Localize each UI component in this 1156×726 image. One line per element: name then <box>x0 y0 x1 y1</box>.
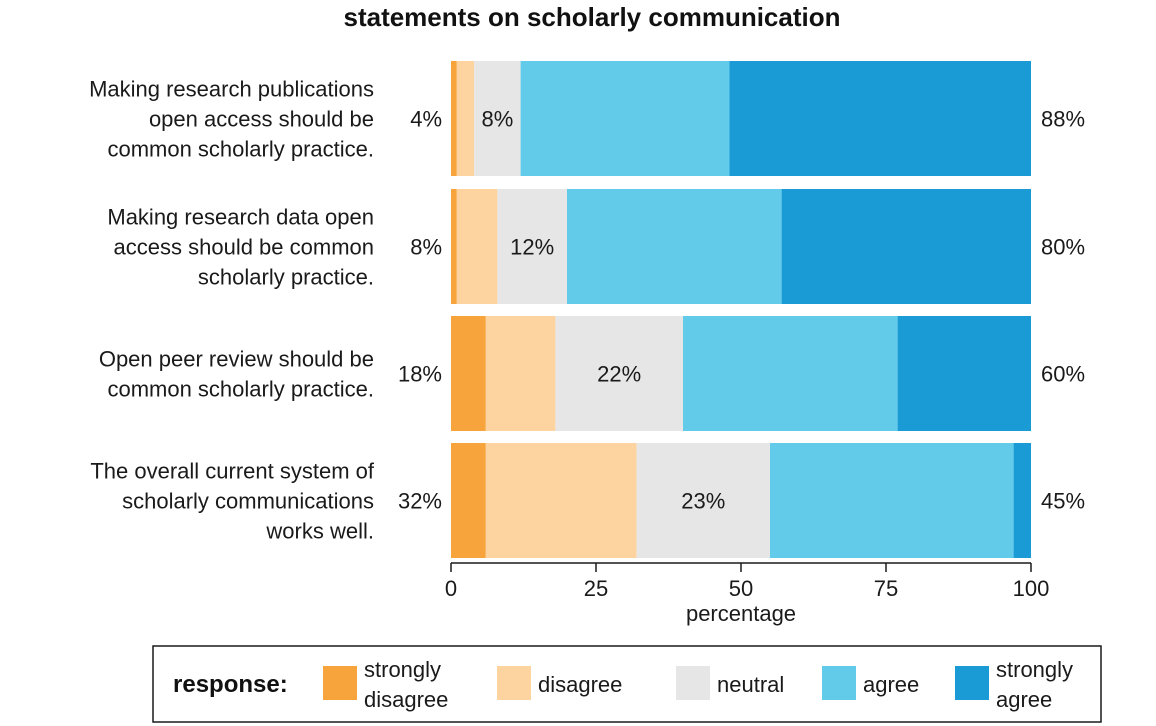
legend-frame <box>152 645 1102 723</box>
x-tick-label-25: 25 <box>584 576 608 601</box>
bar-segment-3-2 <box>485 316 556 431</box>
legend-label-3: neutral <box>717 672 784 697</box>
agree-total-label-3: 60% <box>1041 362 1085 387</box>
category-label-3-line-2: common scholarly practice. <box>107 377 374 402</box>
legend-title: response: <box>173 671 288 698</box>
category-label-2-line-1: Making research data open <box>107 205 374 230</box>
disagree-total-label-4: 32% <box>398 489 442 514</box>
legend-swatch-3 <box>676 666 710 700</box>
x-tick-label-50: 50 <box>729 576 753 601</box>
legend-label-2: disagree <box>538 672 622 697</box>
legend-label-4: agree <box>863 672 919 697</box>
bar-segment-2-2 <box>456 189 498 304</box>
neutral-label-2: 12% <box>510 235 554 260</box>
x-axis: 0 25 50 75 100 percentage <box>445 562 1049 626</box>
disagree-total-label-3: 18% <box>398 362 442 387</box>
bar-segment-4-2 <box>485 443 637 558</box>
legend-label-5: strongly agree <box>996 657 1073 712</box>
bar-segment-4-4 <box>770 443 1014 558</box>
bar-segment-3-1 <box>451 316 486 431</box>
disagree-total-label-2: 8% <box>410 235 442 260</box>
category-label-4-line-1: The overall current system of <box>90 459 375 484</box>
bar-segment-1-3 <box>474 61 521 176</box>
agree-total-label-4: 45% <box>1041 489 1085 514</box>
legend: response: strongly disagree disagree neutra… <box>152 645 1102 723</box>
legend-swatch-4 <box>822 666 856 700</box>
chart-title: statements on scholarly communication <box>343 2 840 32</box>
bar-segment-2-3 <box>497 189 567 304</box>
bar-segment-2-4 <box>567 189 782 304</box>
category-label-4-line-3: works well. <box>265 519 374 544</box>
category-label-3-line-1: Open peer review should be <box>99 347 374 372</box>
neutral-label-1: 8% <box>482 107 514 132</box>
legend-swatch-2 <box>497 666 531 700</box>
bar-segment-1-4 <box>520 61 730 176</box>
bar-segment-4-5 <box>1013 443 1031 558</box>
category-label-4-line-2: scholarly communications <box>122 489 374 514</box>
bar-segment-1-1 <box>451 61 457 176</box>
bar-segment-1-2 <box>456 61 475 176</box>
neutral-label-4: 23% <box>681 489 725 514</box>
bar-segment-4-3 <box>636 443 770 558</box>
bar-segment-3-4 <box>683 316 898 431</box>
category-label-1-line-1: Making research publications <box>89 77 374 102</box>
agree-total-label-1: 88% <box>1041 107 1085 132</box>
x-axis-label: percentage <box>686 601 796 626</box>
bars-group <box>451 61 1031 558</box>
legend-items: strongly disagree disagree neutral agree stro… <box>323 657 1073 712</box>
x-tick-label-0: 0 <box>445 576 457 601</box>
bar-segment-2-5 <box>781 189 1031 304</box>
bar-segment-1-5 <box>729 61 1031 176</box>
bar-segment-4-1 <box>451 443 486 558</box>
legend-swatch-5 <box>955 666 989 700</box>
bar-segment-2-1 <box>451 189 457 304</box>
category-label-2-line-2: access should be common <box>114 235 374 260</box>
labels-group: Making research publications open access … <box>89 77 1085 544</box>
disagree-total-label-1: 4% <box>410 107 442 132</box>
agree-total-label-2: 80% <box>1041 235 1085 260</box>
neutral-label-3: 22% <box>597 362 641 387</box>
category-label-1-line-2: open access should be <box>149 107 374 132</box>
x-axis-ticks: 0 25 50 75 100 <box>445 563 1049 601</box>
bar-segment-3-5 <box>897 316 1031 431</box>
legend-swatch-1 <box>323 666 357 700</box>
x-tick-label-100: 100 <box>1013 576 1050 601</box>
bar-segment-3-3 <box>555 316 683 431</box>
legend-label-1: strongly disagree <box>364 657 448 712</box>
category-label-2-line-3: scholarly practice. <box>198 265 374 290</box>
category-label-1-line-3: common scholarly practice. <box>107 137 374 162</box>
x-tick-label-75: 75 <box>874 576 898 601</box>
